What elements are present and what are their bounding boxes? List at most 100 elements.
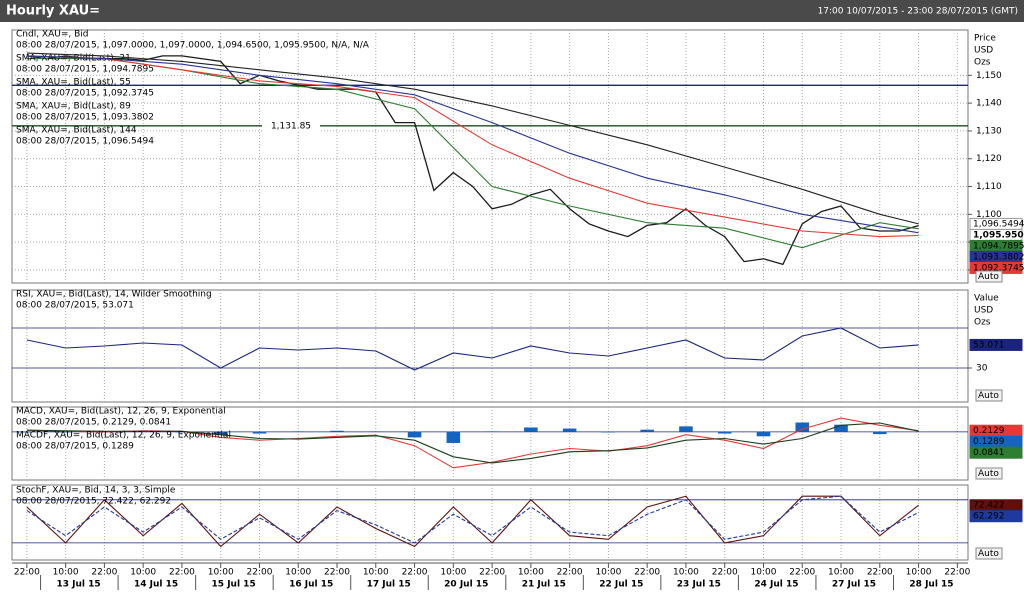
histogram-bar: [485, 431, 499, 432]
auto-button-label[interactable]: Auto: [978, 549, 999, 559]
horizontal-line-label: 1,131.85: [271, 121, 311, 131]
day-label: 13 Jul 15: [56, 580, 100, 590]
value-box-label: 1,094.7895: [973, 241, 1024, 251]
auto-button[interactable]: [975, 547, 1003, 560]
value-box-label: 53.071: [973, 340, 1005, 350]
axis-label: Ozs: [974, 318, 991, 328]
day-label: 15 Jul 15: [212, 580, 256, 590]
x-tick-label: 10:00: [673, 568, 699, 578]
histogram-bar: [407, 431, 422, 438]
x-tick-label: 22:00: [867, 568, 893, 578]
histogram-bar: [873, 431, 887, 435]
auto-button-label[interactable]: Auto: [978, 272, 999, 282]
axis-label: Value: [974, 294, 999, 304]
legend-name: StochF, XAU=, Bid, 14, 3, 3, Simple: [16, 486, 176, 496]
value-box-label: 0.1289: [973, 437, 1005, 447]
histogram-bar: [524, 427, 538, 432]
y-tick-label: 1,150: [976, 71, 1002, 81]
value-box-label: 1,092.3745: [973, 263, 1024, 273]
legend-name: Cndl, XAU=, Bid: [16, 30, 88, 40]
day-label: 21 Jul 15: [522, 580, 566, 590]
x-tick-label: 22:00: [479, 568, 505, 578]
legend-name: MACD, XAU=, Bid(Last), 12, 26, 9, Expone…: [16, 407, 226, 417]
x-tick-label: 22:00: [944, 568, 970, 578]
histogram-bar: [717, 431, 732, 434]
day-label: 23 Jul 15: [677, 580, 721, 590]
x-tick-label: 22:00: [247, 568, 273, 578]
series-line: [26, 55, 919, 238]
value-box-label: 1,093.3802: [973, 252, 1024, 262]
series-line: [26, 495, 919, 544]
value-box: [969, 338, 1023, 351]
series-line: [26, 422, 919, 464]
x-tick-label: 10:00: [906, 568, 932, 578]
histogram-bar: [756, 431, 771, 437]
value-box-label: 1,096.5494: [973, 219, 1024, 229]
histogram-bar: [291, 431, 306, 432]
histogram-bar: [58, 431, 73, 433]
x-tick-label: 22:00: [169, 568, 195, 578]
axis-label: Ozs: [974, 58, 991, 68]
day-label: 24 Jul 15: [754, 580, 798, 590]
x-tick-label: 10:00: [208, 568, 234, 578]
series-line: [26, 327, 919, 371]
x-tick-label: 10:00: [53, 568, 79, 578]
value-box-label: 62.292: [973, 512, 1005, 522]
chart-background: [0, 22, 1024, 603]
day-label: 16 Jul 15: [289, 580, 333, 590]
horizontal-line-label-bg: [262, 119, 320, 132]
x-tick-label: 10:00: [595, 568, 621, 578]
histogram-bar: [562, 428, 577, 432]
auto-button-label[interactable]: Auto: [978, 469, 999, 479]
legend-detail: 08:00 28/07/2015, 1,096.5494: [16, 137, 154, 147]
auto-button[interactable]: [975, 467, 1003, 480]
x-tick-label: 10:00: [130, 568, 156, 578]
y-tick-label: 1,110: [976, 182, 1002, 192]
day-label: 17 Jul 15: [367, 580, 411, 590]
auto-button-label[interactable]: Auto: [978, 391, 999, 401]
legend-name: RSI, XAU=, Bid(Last), 14, Wilder Smoothi…: [16, 290, 212, 300]
day-label: 22 Jul 15: [599, 580, 643, 590]
x-tick-label: 10:00: [363, 568, 389, 578]
x-tick-label: 10:00: [285, 568, 311, 578]
auto-button[interactable]: [975, 270, 1003, 283]
chart-title: Hourly XAU=: [6, 4, 100, 19]
y-tick-label: 1,130: [976, 126, 1002, 136]
series-line: [26, 55, 919, 266]
histogram-bar: [795, 422, 810, 432]
x-tick-label: 22:00: [402, 568, 428, 578]
value-box: [969, 510, 1023, 523]
histogram-bar: [911, 431, 926, 432]
value-box-label: 1,095.9500: [973, 230, 1024, 240]
legend-name: MACDF, XAU=, Bid(Last), 12, 26, 9, Expon…: [16, 431, 231, 441]
panel-frame: [11, 406, 969, 481]
panel-frame: [11, 289, 969, 403]
histogram-bar: [679, 426, 693, 432]
legend-name: SMA, XAU=, Bid(Last), 55: [16, 78, 131, 88]
series-line: [26, 55, 919, 234]
legend-detail: 08:00 28/07/2015, 72.422, 62.292: [16, 497, 171, 507]
x-tick-label: 22:00: [789, 568, 815, 578]
series-line: [26, 52, 919, 225]
axis-label: USD: [974, 46, 993, 56]
x-tick-label: 22:00: [557, 568, 583, 578]
x-tick-label: 22:00: [634, 568, 660, 578]
histogram-bar: [601, 431, 616, 433]
x-tick-label: 10:00: [518, 568, 544, 578]
auto-button[interactable]: [975, 389, 1003, 402]
day-label: 28 Jul 15: [909, 580, 953, 590]
histogram-bar: [330, 430, 344, 432]
legend-name: SMA, XAU=, Bid(Last), 89: [16, 102, 131, 112]
histogram-bar: [834, 424, 848, 432]
histogram-bar: [640, 429, 654, 432]
title-bar: [0, 0, 1024, 22]
legend-name: SMA, XAU=, Bid(Last), 21: [16, 54, 131, 64]
x-tick-label: 22:00: [14, 568, 40, 578]
legend-detail: 08:00 28/07/2015, 0.2129, 0.0841: [16, 418, 171, 428]
legend-name: SMA, XAU=, Bid(Last), 144: [16, 126, 137, 136]
histogram-bar: [213, 431, 228, 435]
y-tick-label: 1,140: [976, 99, 1002, 109]
x-tick-label: 10:00: [828, 568, 854, 578]
histogram-bar: [369, 431, 383, 432]
